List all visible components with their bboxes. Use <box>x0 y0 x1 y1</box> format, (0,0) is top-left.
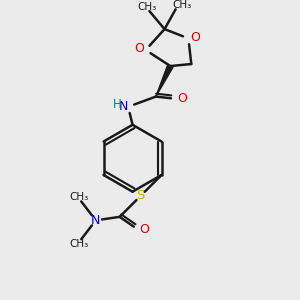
Text: O: O <box>178 92 188 105</box>
Text: CH₃: CH₃ <box>69 239 88 249</box>
Text: CH₃: CH₃ <box>172 0 192 10</box>
Text: CH₃: CH₃ <box>69 192 88 202</box>
Polygon shape <box>156 65 173 97</box>
Text: CH₃: CH₃ <box>137 2 157 12</box>
Text: N: N <box>91 214 101 227</box>
Text: S: S <box>136 189 144 203</box>
Text: O: O <box>190 31 200 44</box>
Text: O: O <box>140 224 149 236</box>
Text: N: N <box>119 100 128 113</box>
Text: O: O <box>134 42 144 55</box>
Text: H: H <box>113 98 122 111</box>
